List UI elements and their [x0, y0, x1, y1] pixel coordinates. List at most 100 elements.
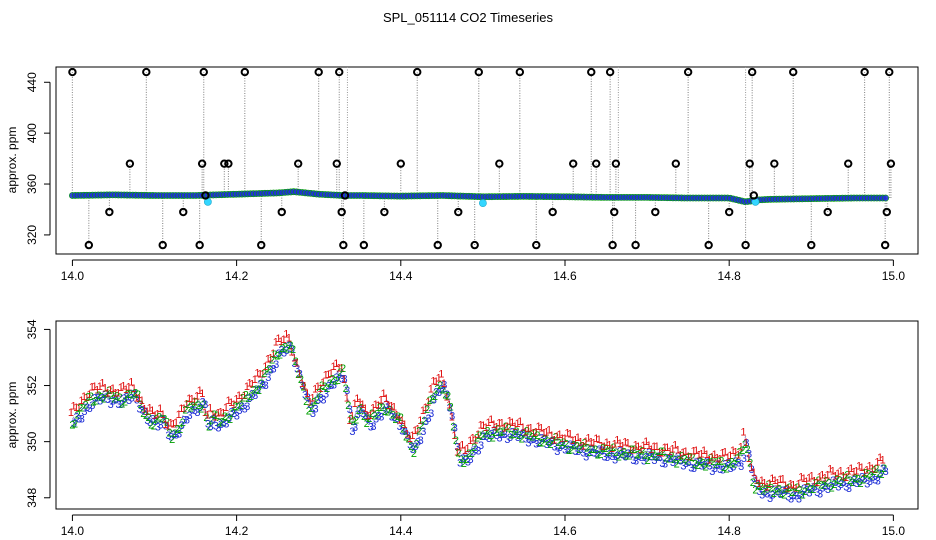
series-1-point-label: 1: [144, 406, 150, 418]
series-3-point-label: 3: [767, 493, 773, 505]
series-2-point-label: 2: [826, 478, 832, 490]
top-y-tick-label: 320: [25, 225, 39, 245]
series-3-point-label: 3: [307, 399, 313, 411]
series-2-point-label: 2: [298, 374, 304, 386]
series-3-point-label: 3: [835, 482, 841, 494]
series-1-point-label: 1: [225, 395, 231, 407]
series-3-point-label: 3: [239, 401, 245, 413]
series-3-point-label: 3: [536, 438, 542, 450]
series-1-point-label: 1: [625, 437, 631, 449]
spike-point: [671, 159, 681, 168]
series-3-point-label: 3: [581, 448, 587, 460]
series-1-point-label: 1: [617, 438, 623, 450]
series-3-point-label: 3: [268, 365, 274, 377]
series-2-point-label: 2: [274, 350, 280, 362]
series-3-point-label: 3: [688, 462, 694, 474]
spike-point: [789, 67, 798, 77]
series-1-point-label: 1: [97, 381, 103, 393]
series-1-point-label: 1: [451, 430, 457, 442]
series-1-point-label: 1: [874, 457, 880, 469]
series-1-point-label: 1: [220, 407, 226, 419]
series-3-point-label: 3: [609, 451, 615, 463]
series-3-point-label: 3: [696, 456, 702, 468]
series-1-point-label: 1: [522, 426, 528, 438]
series-1-point-label: 1: [391, 402, 397, 414]
series-1-point-label: 1: [648, 444, 654, 456]
series-3-point-label: 3: [473, 444, 479, 456]
series-3-point-label: 3: [654, 452, 660, 464]
series-2-point-label: 2: [216, 418, 222, 430]
series-2-point-label: 2: [329, 374, 335, 386]
spike-point: [631, 240, 640, 250]
bottom-x-tick-label: 14.0: [61, 524, 85, 538]
series-1-point-label: 1: [357, 397, 363, 409]
series-3-point-label: 3: [714, 460, 720, 472]
series-2-point-label: 2: [750, 477, 756, 489]
series-1-point-label: 1: [756, 478, 762, 490]
series-1-point-label: 1: [866, 461, 872, 473]
series-1-point-label: 1: [578, 436, 584, 448]
series-3-point-label: 3: [877, 468, 883, 480]
series-2-point-label: 2: [779, 488, 785, 500]
spike-point: [548, 207, 557, 217]
series-1-point-label: 1: [711, 449, 717, 461]
series-3-point-label: 3: [310, 408, 316, 420]
series-1-point-label: 1: [409, 430, 415, 442]
series-1-point-label: 1: [877, 452, 883, 464]
series-1-point-label: 1: [423, 402, 429, 414]
series-1-point-label: 1: [504, 421, 510, 433]
series-3-point-label: 3: [97, 396, 103, 408]
series-1-point-label: 1: [638, 444, 644, 456]
series-1-point-label: 1: [856, 460, 862, 472]
series-1-point-label: 1: [454, 446, 460, 458]
series-2-point-label: 2: [716, 456, 722, 468]
series-3-point-label: 3: [620, 449, 626, 461]
series-3-point-label: 3: [173, 430, 179, 442]
series-3-point-label: 3: [468, 454, 474, 466]
series-3-point-label: 3: [336, 369, 342, 381]
series-2-point-label: 2: [821, 480, 827, 492]
series-2-point-label: 2: [702, 461, 708, 473]
series-3-point-label: 3: [181, 414, 187, 426]
series-3-point-label: 3: [754, 478, 760, 490]
series-3-point-label: 3: [785, 491, 791, 503]
series-1-point-label: 1: [480, 420, 486, 432]
series-2-point-label: 2: [411, 448, 417, 460]
series-3-point-label: 3: [475, 446, 481, 458]
series-3-point-label: 3: [638, 452, 644, 464]
top-x-tick-label: 14.4: [389, 269, 413, 283]
series-2-point-label: 2: [400, 423, 406, 435]
series-1-point-label: 1: [378, 395, 384, 407]
series-3-point-label: 3: [349, 426, 355, 438]
series-3-point-label: 3: [391, 412, 397, 424]
series-3-point-label: 3: [707, 460, 713, 472]
series-2-point-label: 2: [745, 444, 751, 456]
series-2-point-label: 2: [590, 444, 596, 456]
spike-point: [882, 207, 892, 217]
series-2-point-label: 2: [413, 438, 419, 450]
series-2-point-label: 2: [156, 412, 162, 424]
series-2-point-label: 2: [479, 431, 485, 443]
series-1-point-label: 1: [817, 471, 823, 483]
series-3-point-label: 3: [517, 429, 523, 441]
series-2-point-label: 2: [800, 489, 806, 501]
series-1-point-label: 1: [291, 352, 297, 364]
series-3-point-label: 3: [641, 455, 647, 467]
spike-point: [860, 67, 869, 77]
series-3-point-label: 3: [433, 386, 439, 398]
series-2-point-label: 2: [214, 410, 220, 422]
series-3-point-label: 3: [499, 429, 505, 441]
series-2-point-label: 2: [148, 419, 154, 431]
series-3-point-label: 3: [838, 479, 844, 491]
series-1-point-label: 1: [546, 425, 552, 437]
series-2-point-label: 2: [429, 394, 435, 406]
series-3-point-label: 3: [848, 477, 854, 489]
series-3-point-label: 3: [741, 453, 747, 465]
series-1-point-label: 1: [401, 419, 407, 431]
series-1-point-label: 1: [735, 450, 741, 462]
series-1-point-label: 1: [320, 377, 326, 389]
series-1-point-label: 1: [252, 374, 258, 386]
series-3-point-label: 3: [796, 494, 802, 506]
spike-point: [611, 159, 621, 168]
series-1-point-label: 1: [491, 419, 497, 431]
